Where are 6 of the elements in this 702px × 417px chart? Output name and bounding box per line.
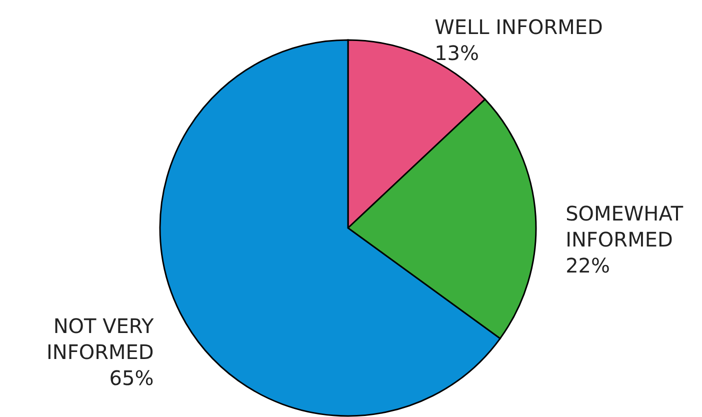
slice-label: WELL INFORMED [434,14,603,39]
data-label: 13% [434,40,480,65]
data-label: 65% [109,366,154,390]
slice-label: NOT VERY INFORMED [46,314,155,364]
slice-label: SOMEWHAT INFORMED [566,201,684,252]
data-label: 22% [566,253,610,278]
